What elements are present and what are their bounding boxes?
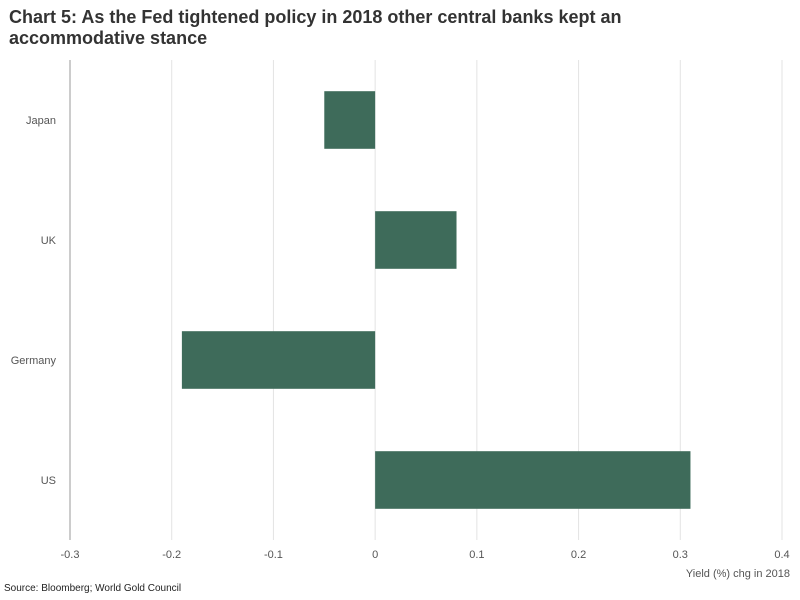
x-tick-label: 0.4: [774, 549, 789, 561]
bars: [181, 91, 691, 509]
bar-germany: [181, 331, 376, 389]
bar-uk: [375, 211, 457, 269]
x-tick-label: 0.2: [571, 549, 586, 561]
x-tick-label: -0.1: [264, 549, 283, 561]
bar-japan: [324, 91, 376, 149]
bar-us: [375, 451, 691, 509]
chart-title: Chart 5: As the Fed tightened policy in …: [9, 7, 622, 48]
x-tick-label: -0.2: [162, 549, 181, 561]
category-labels: Japan UK Germany US: [11, 115, 57, 487]
x-tick-label: -0.3: [61, 549, 80, 561]
x-tick-label: 0.3: [673, 549, 688, 561]
source-note: Source: Bloomberg; World Gold Council: [4, 583, 182, 594]
x-axis-title: Yield (%) chg in 2018: [686, 568, 790, 580]
category-label: UK: [41, 235, 57, 247]
category-label: US: [41, 475, 56, 487]
x-tick-labels: -0.3 -0.2 -0.1 0 0.1 0.2 0.3 0.4: [61, 549, 790, 561]
x-tick-label: 0: [372, 549, 378, 561]
category-label: Germany: [11, 355, 57, 367]
x-tick-label: 0.1: [469, 549, 484, 561]
category-label: Japan: [26, 115, 56, 127]
